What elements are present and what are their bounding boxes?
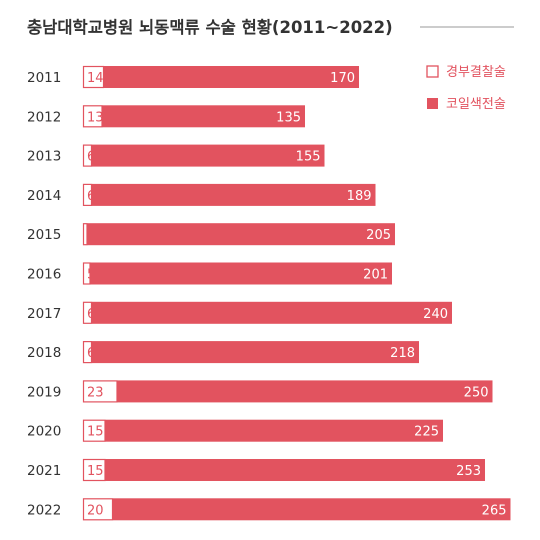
bar-coiling (105, 419, 443, 442)
value-label-ligation: 13 (87, 110, 104, 125)
year-label: 2022 (27, 502, 61, 518)
value-label-coiling: 265 (482, 503, 507, 518)
year-label: 2018 (27, 345, 61, 361)
value-label-coiling: 155 (296, 150, 321, 165)
value-label-coiling: 225 (414, 425, 439, 440)
bar-ligation (82, 380, 118, 403)
bar-coiling (90, 262, 392, 285)
bar-ligation (82, 65, 105, 89)
bar-ligation (82, 223, 88, 246)
value-label-coiling: 253 (456, 464, 481, 479)
bar-coiling (87, 223, 395, 246)
year-label: 2011 (27, 70, 61, 86)
bar-ligation (82, 498, 114, 521)
bar-coiling (92, 183, 376, 206)
value-label-coiling: 135 (276, 110, 301, 125)
year-label: 2020 (27, 424, 61, 440)
legend-swatch-coiling (427, 98, 438, 109)
legend: 경부결찰술 코일색전술 (426, 65, 506, 112)
value-label-ligation: 15 (87, 464, 104, 479)
legend-swatch-ligation (426, 65, 439, 78)
year-label: 2014 (27, 188, 61, 204)
bar-coiling (102, 105, 305, 128)
bar-coiling (104, 66, 359, 88)
value-label-ligation: 6 (87, 150, 95, 165)
year-label: 2015 (27, 227, 61, 243)
value-label-coiling: 218 (390, 346, 415, 361)
value-label-coiling: 250 (464, 385, 489, 400)
bar-ligation (82, 144, 93, 167)
bars: 2011141702012131352013615520146189201532… (27, 65, 511, 521)
year-label: 2017 (27, 306, 61, 322)
bar-coiling (92, 301, 452, 324)
chart-title: 충남대학교병원 뇌동맥류 수술 현황(2011~2022) (27, 18, 393, 37)
bar-ligation (82, 301, 93, 324)
year-label: 2021 (27, 463, 61, 479)
bar-ligation (82, 262, 91, 285)
bar-ligation (82, 183, 93, 206)
legend-label-ligation: 경부결찰술 (446, 65, 506, 80)
year-label: 2012 (27, 109, 61, 125)
value-label-ligation: 20 (87, 503, 104, 518)
bar-ligation (82, 458, 106, 482)
value-label-coiling: 189 (347, 189, 372, 204)
year-label: 2019 (27, 384, 61, 400)
value-label-ligation: 15 (87, 425, 104, 440)
bar-coiling (92, 144, 325, 167)
value-label-ligation: 6 (87, 346, 95, 361)
value-label-ligation: 6 (87, 189, 95, 204)
bar-coiling (105, 459, 485, 481)
value-label-ligation: 23 (87, 385, 104, 400)
value-label-coiling: 240 (423, 307, 448, 322)
bar-coiling (117, 380, 493, 403)
legend-label-coiling: 코일색전술 (446, 97, 506, 112)
bar-ligation (82, 341, 93, 364)
value-label-ligation: 14 (87, 71, 104, 86)
bar-ligation (82, 105, 103, 128)
year-label: 2013 (27, 149, 61, 165)
bar-ligation (82, 419, 106, 442)
bar-coiling (113, 498, 511, 521)
year-label: 2016 (27, 267, 61, 283)
value-label-coiling: 170 (330, 71, 355, 86)
value-label-coiling: 205 (366, 228, 391, 243)
value-label-coiling: 201 (363, 268, 388, 283)
value-label-ligation: 6 (87, 307, 95, 322)
bar-coiling (92, 341, 419, 364)
